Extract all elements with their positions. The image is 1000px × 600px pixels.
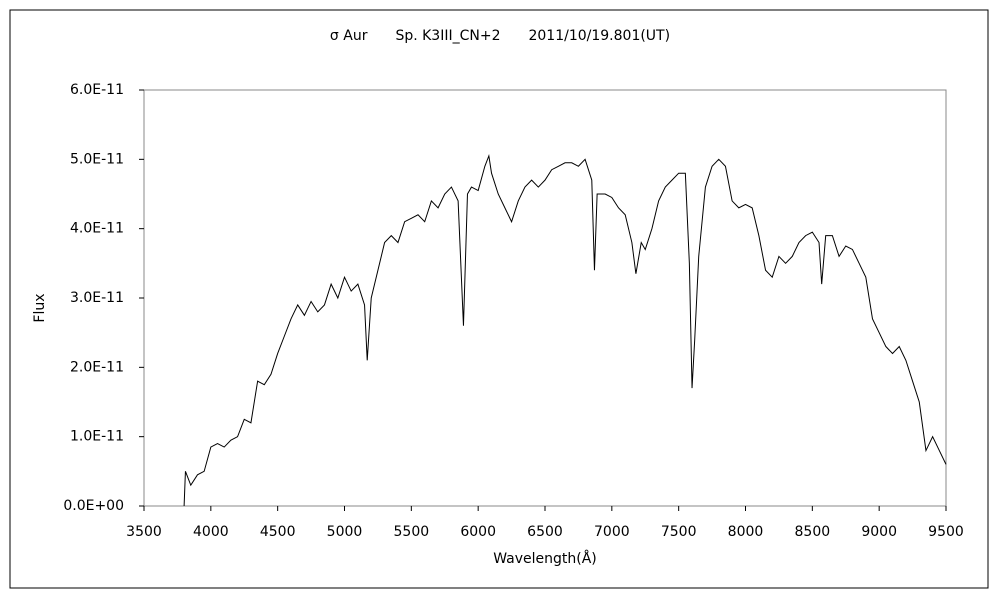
y-tick-label: 4.0E-11: [70, 221, 124, 237]
spectrum-line: [183, 153, 947, 507]
x-tick-label: 9500: [928, 524, 964, 540]
x-tick-label: 6500: [527, 524, 563, 540]
x-tick-label: 4500: [260, 524, 296, 540]
x-axis-label: Wavelength(Å): [493, 550, 597, 567]
y-tick-label: 5.0E-11: [70, 151, 124, 167]
x-tick-label: 5500: [394, 524, 430, 540]
x-tick-label: 8000: [728, 524, 764, 540]
x-tick-label: 3500: [126, 524, 162, 540]
x-tick-label: 7500: [661, 524, 697, 540]
x-tick-label: 6000: [460, 524, 496, 540]
x-tick-label: 7000: [594, 524, 630, 540]
y-tick-label: 6.0E-11: [70, 82, 124, 98]
y-tick-label: 1.0E-11: [70, 429, 124, 445]
y-tick-label: 3.0E-11: [70, 290, 124, 306]
x-tick-label: 5000: [327, 524, 363, 540]
x-tick-label: 8500: [795, 524, 831, 540]
x-tick-label: 4000: [193, 524, 229, 540]
plot-area: [143, 89, 947, 507]
y-tick-label: 2.0E-11: [70, 359, 124, 375]
chart-title: σ Aur Sp. K3III_CN+2 2011/10/19.801(UT): [330, 28, 670, 44]
x-tick-label: 9000: [861, 524, 897, 540]
y-axis-label: Flux: [32, 293, 48, 322]
y-tick-label: 0.0E+00: [63, 498, 124, 514]
